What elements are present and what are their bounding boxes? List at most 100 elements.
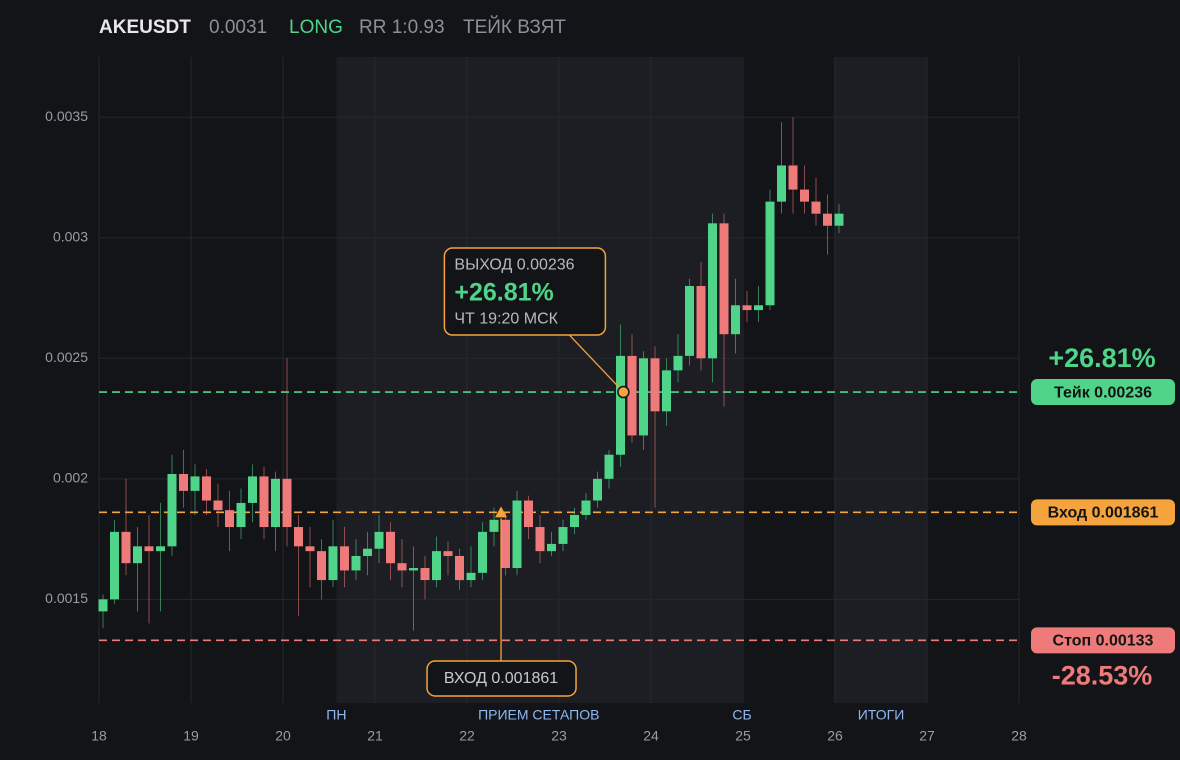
candle-body	[696, 285, 706, 359]
candle-body	[294, 527, 303, 547]
candle-body	[202, 476, 211, 501]
exit-percent: +26.81%	[454, 279, 553, 307]
candle-body	[443, 551, 453, 556]
y-tick-label: 0.0015	[45, 590, 88, 606]
x-tick-label: 20	[275, 728, 291, 744]
candle-body	[673, 355, 683, 371]
candle-body	[708, 223, 717, 359]
price: 0.0031	[209, 17, 267, 38]
y-tick-label: 0.002	[53, 470, 88, 486]
candle-body	[455, 555, 464, 581]
y-tick-label: 0.0025	[45, 349, 88, 365]
exit-marker	[617, 385, 630, 399]
candle-body	[317, 551, 326, 581]
candle-body	[765, 201, 775, 306]
candle-body	[662, 370, 671, 412]
x-tick-label: 25	[735, 728, 751, 744]
y-tick-label: 0.003	[53, 228, 88, 244]
candle-body	[719, 223, 729, 335]
candle-body	[478, 531, 487, 573]
candle-body	[340, 546, 349, 571]
x-tick-label: 23	[551, 728, 567, 744]
candle-body	[570, 514, 579, 528]
exit-box	[443, 247, 607, 336]
status: ТЕЙК ВЗЯТ	[463, 16, 566, 38]
candle-body	[639, 358, 648, 436]
candle-body	[121, 531, 131, 564]
candle-body	[593, 478, 602, 501]
candle-body	[489, 519, 499, 532]
candle-body	[248, 476, 257, 503]
candle-body	[616, 355, 625, 455]
candle-body	[754, 305, 763, 311]
candle-body	[811, 201, 821, 214]
candle-body	[213, 500, 223, 511]
x-tick-label: 18	[91, 728, 107, 744]
x-tick-label: 19	[183, 728, 199, 744]
candle-body	[110, 531, 119, 600]
level-badge	[1031, 499, 1175, 526]
level-percent: +26.81%	[1048, 343, 1155, 373]
x-tick-label: 21	[367, 728, 383, 744]
candle-body	[167, 474, 177, 547]
candle-body	[305, 546, 315, 552]
candle-body	[271, 478, 280, 528]
level-percent: -28.53%	[1052, 660, 1153, 690]
candle-body	[386, 531, 395, 564]
candle-body	[788, 165, 798, 190]
candle-body	[535, 527, 545, 552]
side: LONG	[289, 17, 343, 38]
candle-body	[420, 568, 430, 581]
session-label: ПРИЕМ СЕТАПОВ	[478, 707, 599, 723]
x-tick-label: 22	[459, 728, 475, 744]
y-tick-label: 0.0035	[45, 108, 88, 124]
exit-title: ВЫХОД 0.00236	[454, 256, 574, 273]
session-label: ИТОГИ	[858, 707, 905, 723]
session-label: ПН	[326, 707, 346, 723]
candle-body	[190, 476, 200, 491]
risk-reward: RR 1:0.93	[359, 17, 445, 38]
candle-body	[98, 599, 108, 612]
candle-body	[558, 527, 568, 544]
candle-body	[133, 546, 142, 564]
candle-body	[236, 502, 246, 528]
session-label: СБ	[732, 707, 751, 723]
level-label: Тейк 0.00236	[1054, 384, 1152, 401]
candle-body	[685, 285, 694, 356]
candle-body	[259, 476, 269, 528]
candle-body	[524, 500, 533, 528]
candle-body	[823, 213, 832, 226]
candle-body	[144, 546, 154, 552]
candle-body	[604, 454, 614, 479]
exit-time: ЧТ 19:20 МСК	[454, 310, 558, 327]
candle-body	[501, 519, 510, 569]
entry-label: ВХОД 0.001861	[444, 670, 558, 687]
candle-body	[742, 305, 752, 311]
entry-marker	[495, 506, 508, 518]
candle-body	[282, 478, 292, 528]
x-tick-label: 28	[1011, 728, 1027, 744]
candle-body	[547, 543, 556, 552]
candle-body	[351, 555, 361, 571]
candle-body	[800, 189, 809, 202]
level-label: Стоп 0.00133	[1053, 633, 1154, 650]
x-tick-label: 26	[827, 728, 843, 744]
candle-body	[627, 355, 637, 436]
level-badge	[1031, 379, 1175, 406]
candle-body	[409, 568, 418, 571]
candle-body	[374, 531, 384, 549]
x-tick-label: 27	[919, 728, 935, 744]
candle-body	[328, 546, 338, 581]
candle-body	[777, 165, 786, 202]
candle-body	[397, 563, 407, 571]
candle-body	[179, 474, 188, 491]
candle-body	[834, 213, 844, 226]
candle-body	[432, 551, 441, 581]
session-band	[336, 57, 743, 703]
candle-body	[512, 500, 522, 569]
x-tick-label: 24	[643, 728, 659, 744]
symbol: AKEUSDT	[99, 17, 191, 38]
candle-body	[731, 305, 740, 335]
level-label: Вход 0.001861	[1048, 505, 1159, 522]
